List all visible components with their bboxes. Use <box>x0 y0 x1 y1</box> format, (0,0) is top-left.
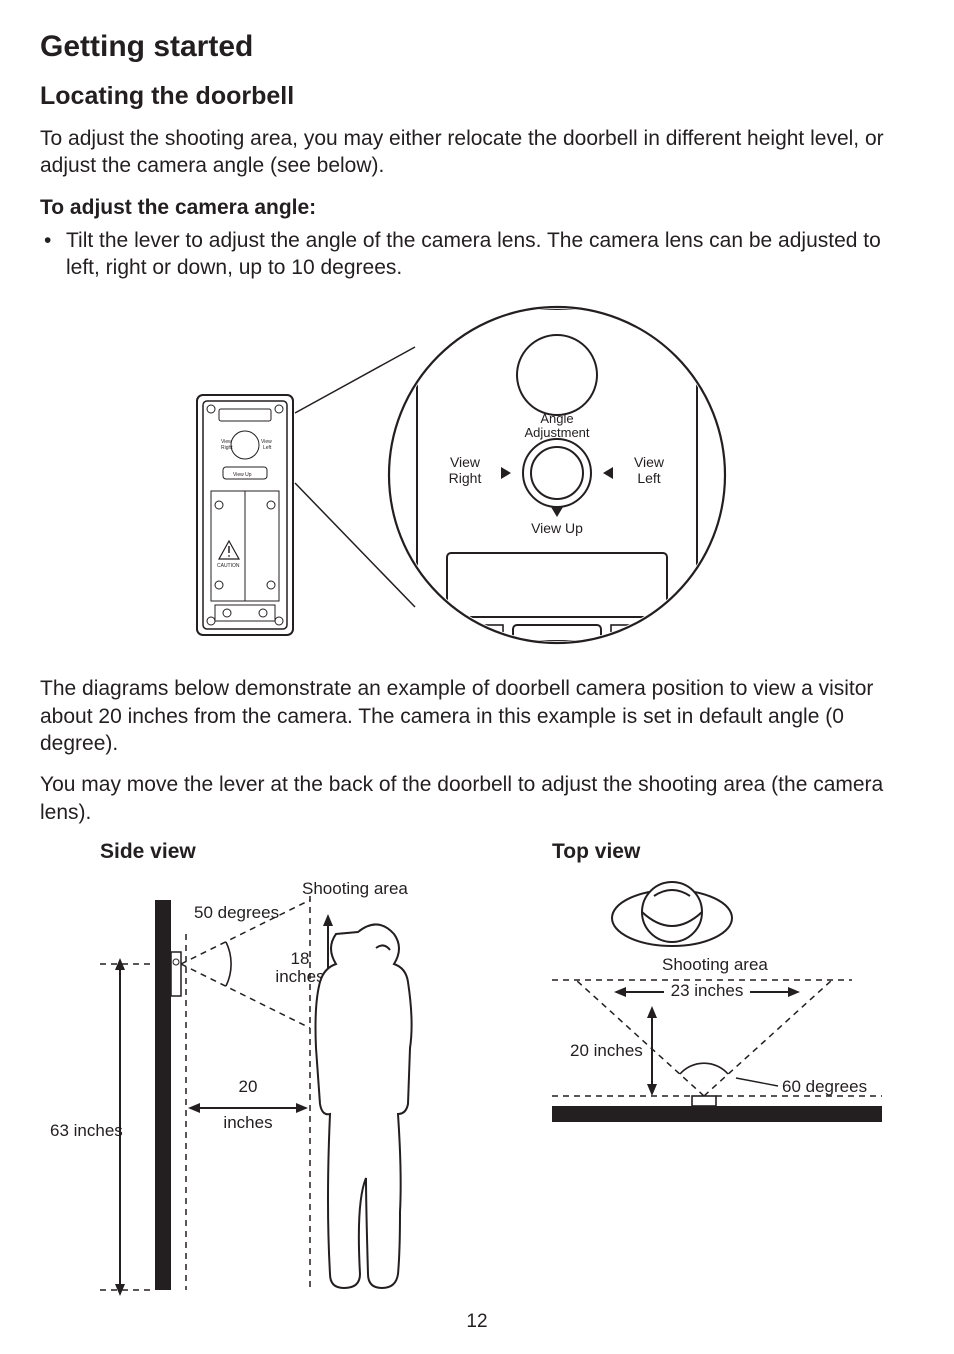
top-20-label: 20 inches <box>570 1041 643 1060</box>
svg-text:Left: Left <box>263 445 272 451</box>
side-20-bottom: inches <box>223 1113 272 1132</box>
side-shooting-area-label: Shooting area <box>302 879 408 898</box>
side-degree-label: 50 degrees <box>194 903 279 922</box>
angle-label-top: Angle <box>540 411 573 426</box>
page-number: 12 <box>40 1311 914 1333</box>
top-degree-label: 60 degrees <box>782 1077 867 1096</box>
side-18-top: 18 <box>291 949 310 968</box>
side-view-title: Side view <box>100 840 462 864</box>
view-left-bottom: Left <box>637 470 660 486</box>
intro-paragraph: To adjust the shooting area, you may eit… <box>40 125 914 180</box>
angle-label-bottom: Adjustment <box>524 425 589 440</box>
top-shooting-area-label: Shooting area <box>662 955 768 974</box>
view-left-top: View <box>634 454 665 470</box>
top-view-title: Top view <box>552 840 914 864</box>
side-18-bottom: inches <box>275 967 324 986</box>
section-title: Locating the doorbell <box>40 82 914 111</box>
top-23-label: 23 inches <box>671 981 744 1000</box>
side-view-diagram: Side view 63 inches 50 degrees Shooting … <box>40 840 462 1305</box>
side-height-label: 63 inches <box>50 1121 123 1140</box>
side-20-top: 20 <box>239 1077 258 1096</box>
top-view-diagram: Top view 60 degrees Shooting <box>492 840 914 1305</box>
view-right-top: View <box>450 454 481 470</box>
page-title: Getting started <box>40 30 914 64</box>
svg-text:Right: Right <box>221 445 233 451</box>
angle-adjustment-diagram: View Right View Left View Up CAUTION <box>40 295 914 655</box>
svg-text:View Up: View Up <box>233 472 252 478</box>
view-right-bottom: Right <box>449 470 482 486</box>
bullet-item: Tilt the lever to adjust the angle of th… <box>40 227 914 282</box>
subheading: To adjust the camera angle: <box>40 194 914 221</box>
view-up-label: View Up <box>531 520 583 536</box>
caution-label: CAUTION <box>217 563 240 569</box>
after-diagram-paragraph-1: The diagrams below demonstrate an exampl… <box>40 675 914 757</box>
after-diagram-paragraph-2: You may move the lever at the back of th… <box>40 771 914 826</box>
